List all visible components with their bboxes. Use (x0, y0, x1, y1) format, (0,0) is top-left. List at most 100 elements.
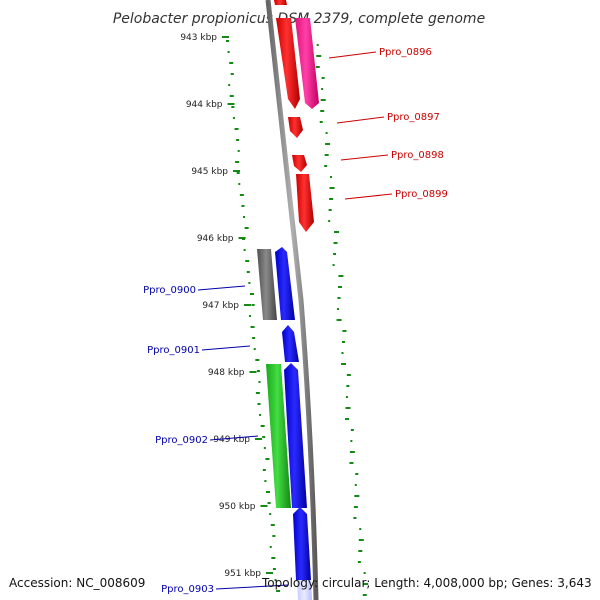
gc-dot (265, 458, 270, 460)
gc-dot (245, 260, 250, 262)
gc-dot (333, 242, 338, 244)
gc-dot (345, 407, 351, 409)
gc-dot (258, 381, 261, 383)
gc-dot (264, 480, 267, 482)
gene-feature-top-fragment[interactable] (274, 0, 287, 5)
gc-dot (251, 304, 255, 306)
gene-label-ppro-0901[interactable]: Ppro_0901 (147, 345, 200, 356)
gene-feature-ppro-0901[interactable] (282, 325, 299, 362)
gene-leader-line (201, 345, 251, 351)
gc-dot (321, 77, 325, 79)
gc-dot (228, 84, 231, 86)
gc-dot (256, 370, 260, 372)
gc-dot (265, 491, 270, 493)
gc-dot (336, 319, 342, 321)
gene-feature-ppro-0896-partner[interactable] (295, 18, 319, 109)
gc-dot (362, 594, 367, 596)
gc-dot (337, 308, 340, 310)
gc-dot (328, 209, 332, 211)
gene-feature-ppro-0898[interactable] (292, 155, 307, 172)
gc-dot (345, 396, 348, 398)
gc-dot (363, 583, 369, 585)
gene-label-ppro-0898[interactable]: Ppro_0898 (391, 150, 444, 161)
gene-feature-ppro-0896[interactable] (276, 18, 300, 109)
gc-dot (274, 579, 277, 581)
gc-dot (344, 418, 349, 420)
gc-dot (259, 414, 262, 416)
tick-label: 946 kbp (197, 234, 234, 244)
gene-feature-ppro-0899[interactable] (296, 174, 314, 232)
gc-dot (226, 40, 229, 42)
gene-feature-gray[interactable] (257, 249, 277, 320)
kbp-ticks: 943 kbp 944 kbp 945 kbp 946 kbp 947 kbp 948 k… (180, 33, 273, 579)
gene-leader-line (336, 116, 385, 124)
accession-text: Accession: NC_008609 (9, 576, 145, 590)
gc-dot (231, 106, 235, 108)
gc-dot (315, 66, 320, 68)
gc-dot (350, 440, 353, 442)
gc-dot (267, 502, 271, 504)
gc-dot (269, 546, 272, 548)
gc-dot (269, 513, 272, 515)
gc-dot (354, 484, 357, 486)
gene-leader-line (215, 584, 289, 590)
gc-dot (333, 253, 337, 255)
gc-dot (349, 462, 354, 464)
gc-dot (357, 561, 361, 563)
gc-dot (262, 436, 266, 438)
gc-dot (316, 55, 322, 57)
gc-dot (353, 517, 357, 519)
tick-label: 947 kbp (202, 301, 239, 311)
gc-dot (235, 161, 240, 163)
gc-dot (320, 99, 326, 101)
gc-dot (346, 374, 351, 376)
gc-dot (355, 473, 359, 475)
tick-label: 951 kbp (224, 569, 261, 579)
tick-label: 948 kbp (208, 368, 245, 378)
gc-dot (257, 403, 261, 405)
gc-dot (272, 535, 276, 537)
gc-dot (333, 231, 339, 233)
gene-leader-line (328, 51, 377, 59)
genome-summary-text: Topology: circular; Length: 4,008,000 bp… (261, 576, 592, 590)
gene-feature-ppro-0897[interactable] (288, 117, 303, 138)
gene-feature-ppro-0900[interactable] (275, 247, 295, 320)
gc-dot (332, 264, 335, 266)
tick-label: 944 kbp (186, 100, 223, 110)
gene-label-ppro-0903[interactable]: Ppro_0903 (161, 584, 214, 595)
gc-dot (234, 128, 239, 130)
gc-dot (346, 385, 350, 387)
gc-dot (319, 121, 323, 123)
gene-label-ppro-0899[interactable]: Ppro_0899 (395, 189, 448, 200)
gc-dot (341, 341, 345, 343)
gc-dot (253, 348, 256, 350)
gene-leader-line (209, 435, 259, 441)
gene-feature-ppro-0903[interactable] (293, 507, 311, 580)
tick-label: 950 kbp (219, 502, 256, 512)
gc-dot (246, 271, 250, 273)
gc-dot (230, 73, 234, 75)
gc-dot (237, 150, 240, 152)
gene-feature-green[interactable] (266, 364, 291, 508)
gc-content-track-left (226, 40, 281, 592)
gc-dot (272, 568, 276, 570)
gene-label-ppro-0902[interactable]: Ppro_0902 (155, 435, 208, 446)
gc-dot (229, 62, 234, 64)
gene-feature-ppro-0902[interactable] (284, 363, 307, 508)
gene-leader-line (340, 154, 389, 161)
gc-dot (243, 249, 246, 251)
gc-dot (248, 282, 251, 284)
gc-dot (316, 44, 319, 46)
gene-label-ppro-0897[interactable]: Ppro_0897 (387, 112, 440, 123)
gc-dot (270, 524, 275, 526)
gene-label-ppro-0896[interactable]: Ppro_0896 (379, 47, 432, 58)
gc-dot (271, 557, 276, 559)
gene-feature-ppro-0903-tail[interactable] (297, 580, 312, 600)
tick-label: 949 kbp (213, 435, 250, 445)
gc-dot (236, 139, 240, 141)
gene-label-ppro-0900[interactable]: Ppro_0900 (143, 285, 196, 296)
gene-leader-line (344, 193, 393, 200)
gc-dot (236, 172, 240, 174)
gc-dot (250, 326, 255, 328)
